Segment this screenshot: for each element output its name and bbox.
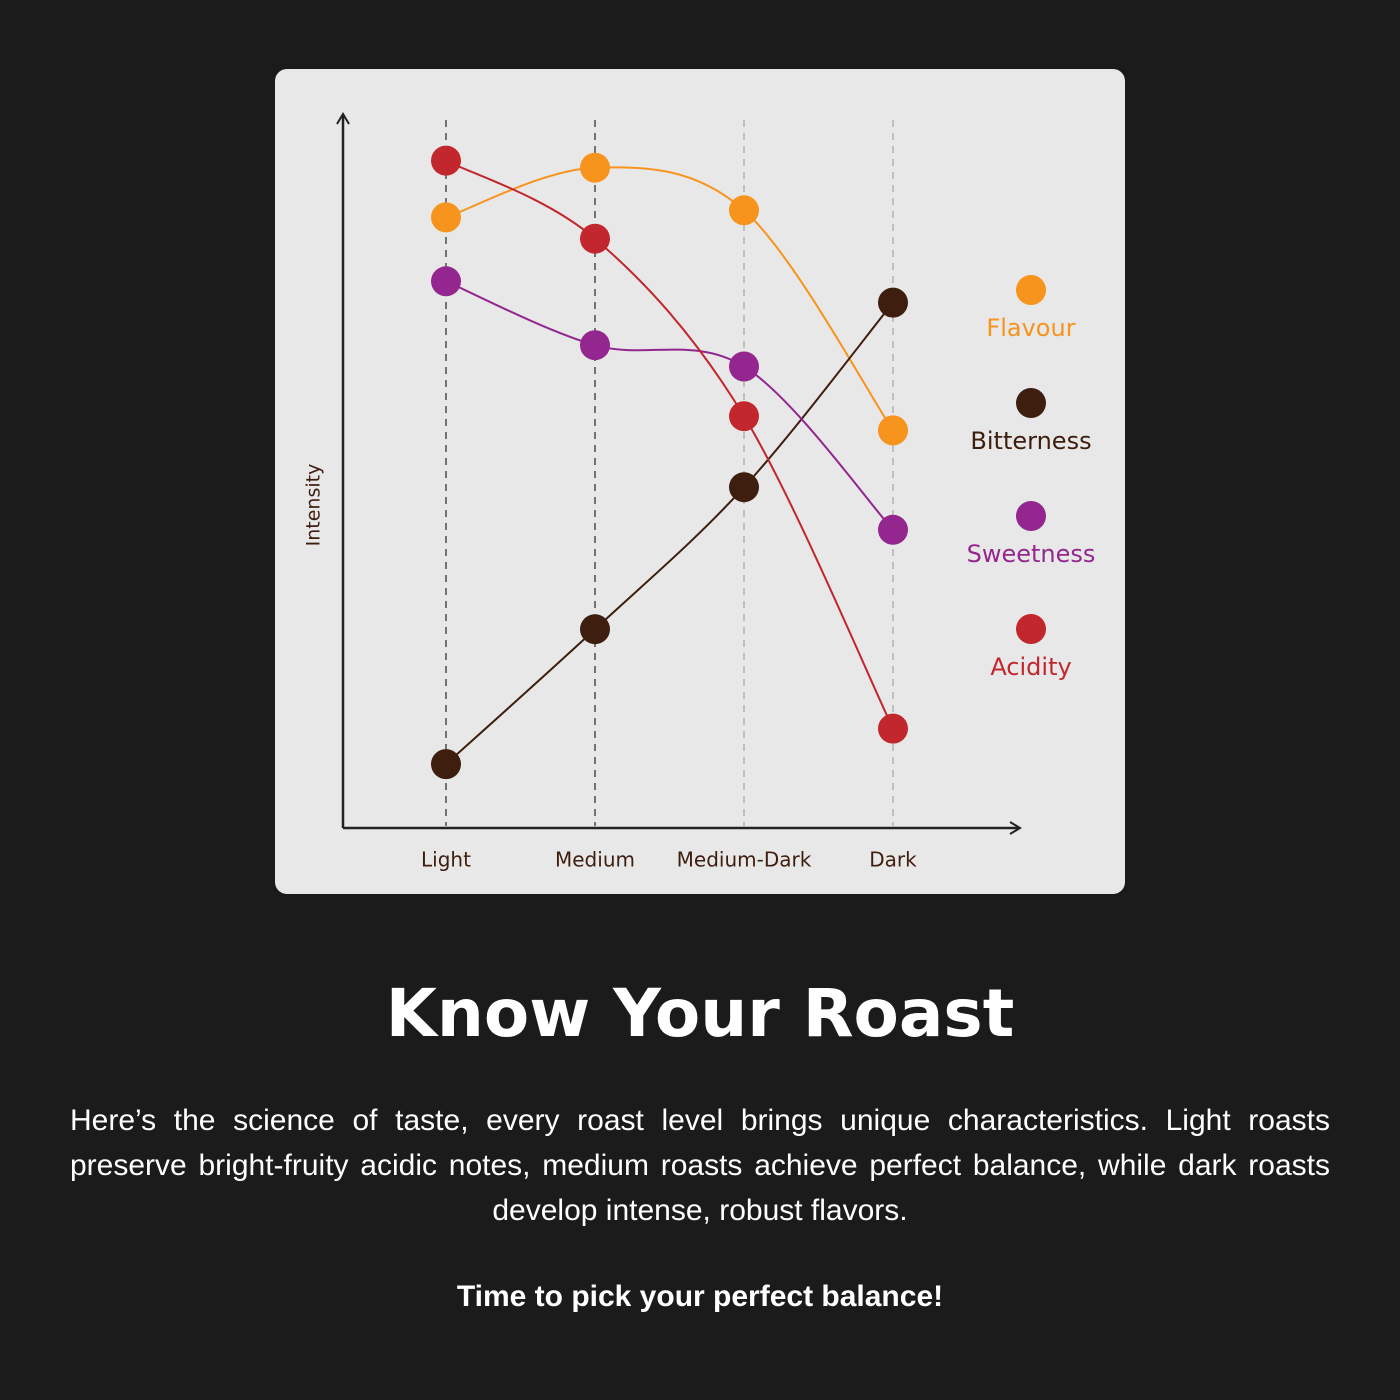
chart: Intensity Light Medium Medium-Dark Dark Flav… <box>275 69 1125 894</box>
series-line <box>445 166 894 431</box>
x-tick-label: Dark <box>869 848 917 872</box>
legend-label: Flavour <box>986 314 1075 342</box>
series-line <box>445 159 894 730</box>
legend-marker <box>1016 275 1046 305</box>
heading: Know Your Roast <box>385 975 1015 1052</box>
data-point <box>431 145 461 176</box>
series-line <box>445 280 894 531</box>
data-point <box>878 415 908 446</box>
data-point <box>580 152 610 183</box>
data-point <box>431 202 461 233</box>
tagline: Time to pick your perfect balance! <box>456 1280 944 1313</box>
data-point <box>878 514 908 545</box>
data-point <box>431 266 461 297</box>
x-tick-label: Light <box>421 848 471 872</box>
data-point <box>878 287 908 318</box>
data-point <box>729 472 759 503</box>
x-tick-label: Medium <box>555 848 635 872</box>
data-point <box>580 614 610 645</box>
data-point <box>580 330 610 361</box>
y-axis-arrow <box>336 112 350 125</box>
x-axis-arrow <box>1009 821 1022 835</box>
data-point <box>431 749 461 780</box>
legend-marker <box>1016 388 1046 418</box>
data-point <box>580 223 610 254</box>
legend-marker <box>1016 501 1046 531</box>
data-point <box>729 401 759 432</box>
data-point <box>729 351 759 382</box>
legend-marker <box>1016 614 1046 644</box>
legend-label: Bitterness <box>970 427 1091 455</box>
series-line <box>445 301 894 765</box>
x-tick-label: Medium-Dark <box>677 848 812 872</box>
legend-label: Acidity <box>990 653 1071 681</box>
legend-label: Sweetness <box>967 540 1096 568</box>
chart-card <box>275 69 1125 894</box>
y-axis-label: Intensity <box>303 464 325 547</box>
data-point <box>729 195 759 226</box>
body-text: Here’s the science of taste, every roast… <box>70 1104 1330 1227</box>
data-point <box>878 713 908 744</box>
